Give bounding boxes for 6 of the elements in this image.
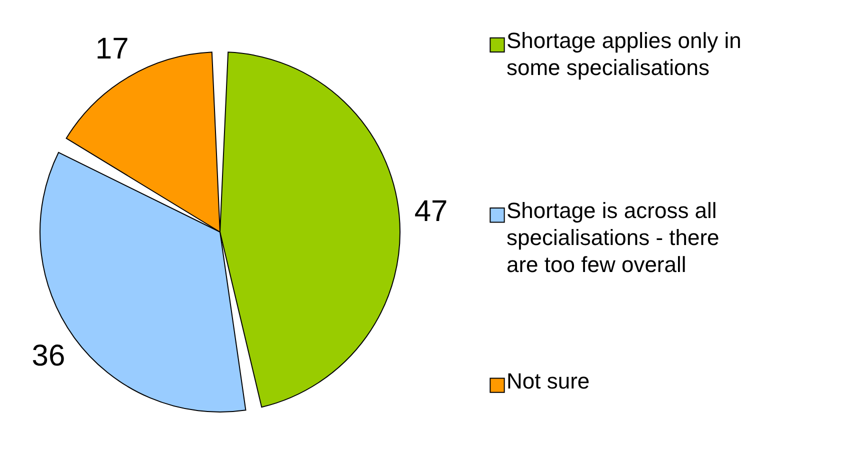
legend-label: Shortage applies only in some specialisations <box>506 28 742 80</box>
data-label: 47 <box>414 195 448 228</box>
data-label: 17 <box>95 32 129 66</box>
legend-label: Shortage is across all specialisations - there are too few overall <box>506 198 720 278</box>
legend-label: Not sure <box>506 368 590 394</box>
data-label: 36 <box>32 340 66 373</box>
